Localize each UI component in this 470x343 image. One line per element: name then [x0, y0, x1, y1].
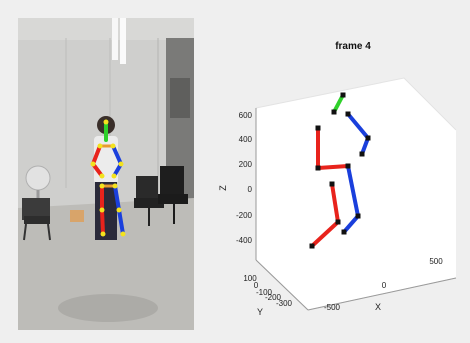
x-tick-label: 0 — [382, 281, 387, 290]
skeleton-bone — [332, 94, 345, 113]
skeleton-joint — [345, 163, 351, 169]
x-axis-label: X — [375, 302, 381, 312]
y-axis-label: Y — [257, 307, 263, 317]
skeleton-joint — [335, 219, 341, 225]
y-tick-label: 0 — [254, 281, 259, 290]
pose-skeleton — [309, 92, 371, 249]
skeleton-bone — [346, 165, 360, 217]
z-tick-label: -200 — [236, 211, 253, 220]
skeleton-joint — [315, 165, 321, 171]
plot-title: frame 4 — [335, 41, 371, 52]
z-axis-label: Z — [218, 185, 228, 191]
z-tick-label: -400 — [236, 236, 253, 245]
skeleton-joint — [315, 125, 321, 131]
x-tick-label: 500 — [429, 257, 443, 266]
y-tick-label: 100 — [243, 274, 257, 283]
y-tick-label: -100 — [256, 288, 273, 297]
video-frame-image — [18, 18, 194, 330]
skeleton-bone — [317, 164, 349, 170]
z-tick-label: 0 — [248, 185, 253, 194]
x-tick-label: -500 — [324, 303, 341, 312]
skeleton-joint — [309, 243, 315, 249]
skeleton-bone — [346, 112, 370, 140]
y-tick-label: -300 — [276, 299, 293, 308]
skeleton-joint — [345, 111, 351, 117]
z-tick-label: 600 — [239, 111, 253, 120]
skeleton-joint — [340, 92, 346, 98]
skeleton-joint — [359, 151, 365, 157]
skeleton-bone — [330, 183, 340, 223]
video-frame — [18, 18, 194, 330]
pose-3d-axes: frame 4 600 400 200 0 -200 -400 Z -500 0… — [218, 41, 457, 317]
skeleton-joint — [329, 181, 335, 187]
z-tick-label: 200 — [239, 160, 253, 169]
pose-3d-plot: frame 4 600 400 200 0 -200 -400 Z -500 0… — [198, 20, 464, 334]
plot-box — [256, 78, 456, 310]
y-tick-label: -200 — [265, 293, 282, 302]
z-tick-label: 400 — [239, 135, 253, 144]
skeleton-joint — [355, 213, 361, 219]
skeleton-bone — [342, 214, 360, 234]
skeleton-joint — [341, 229, 347, 235]
skeleton-joint — [331, 109, 337, 115]
skeleton-joint — [365, 135, 371, 141]
skeleton-bone — [310, 220, 340, 248]
skeleton-bone — [360, 137, 370, 155]
